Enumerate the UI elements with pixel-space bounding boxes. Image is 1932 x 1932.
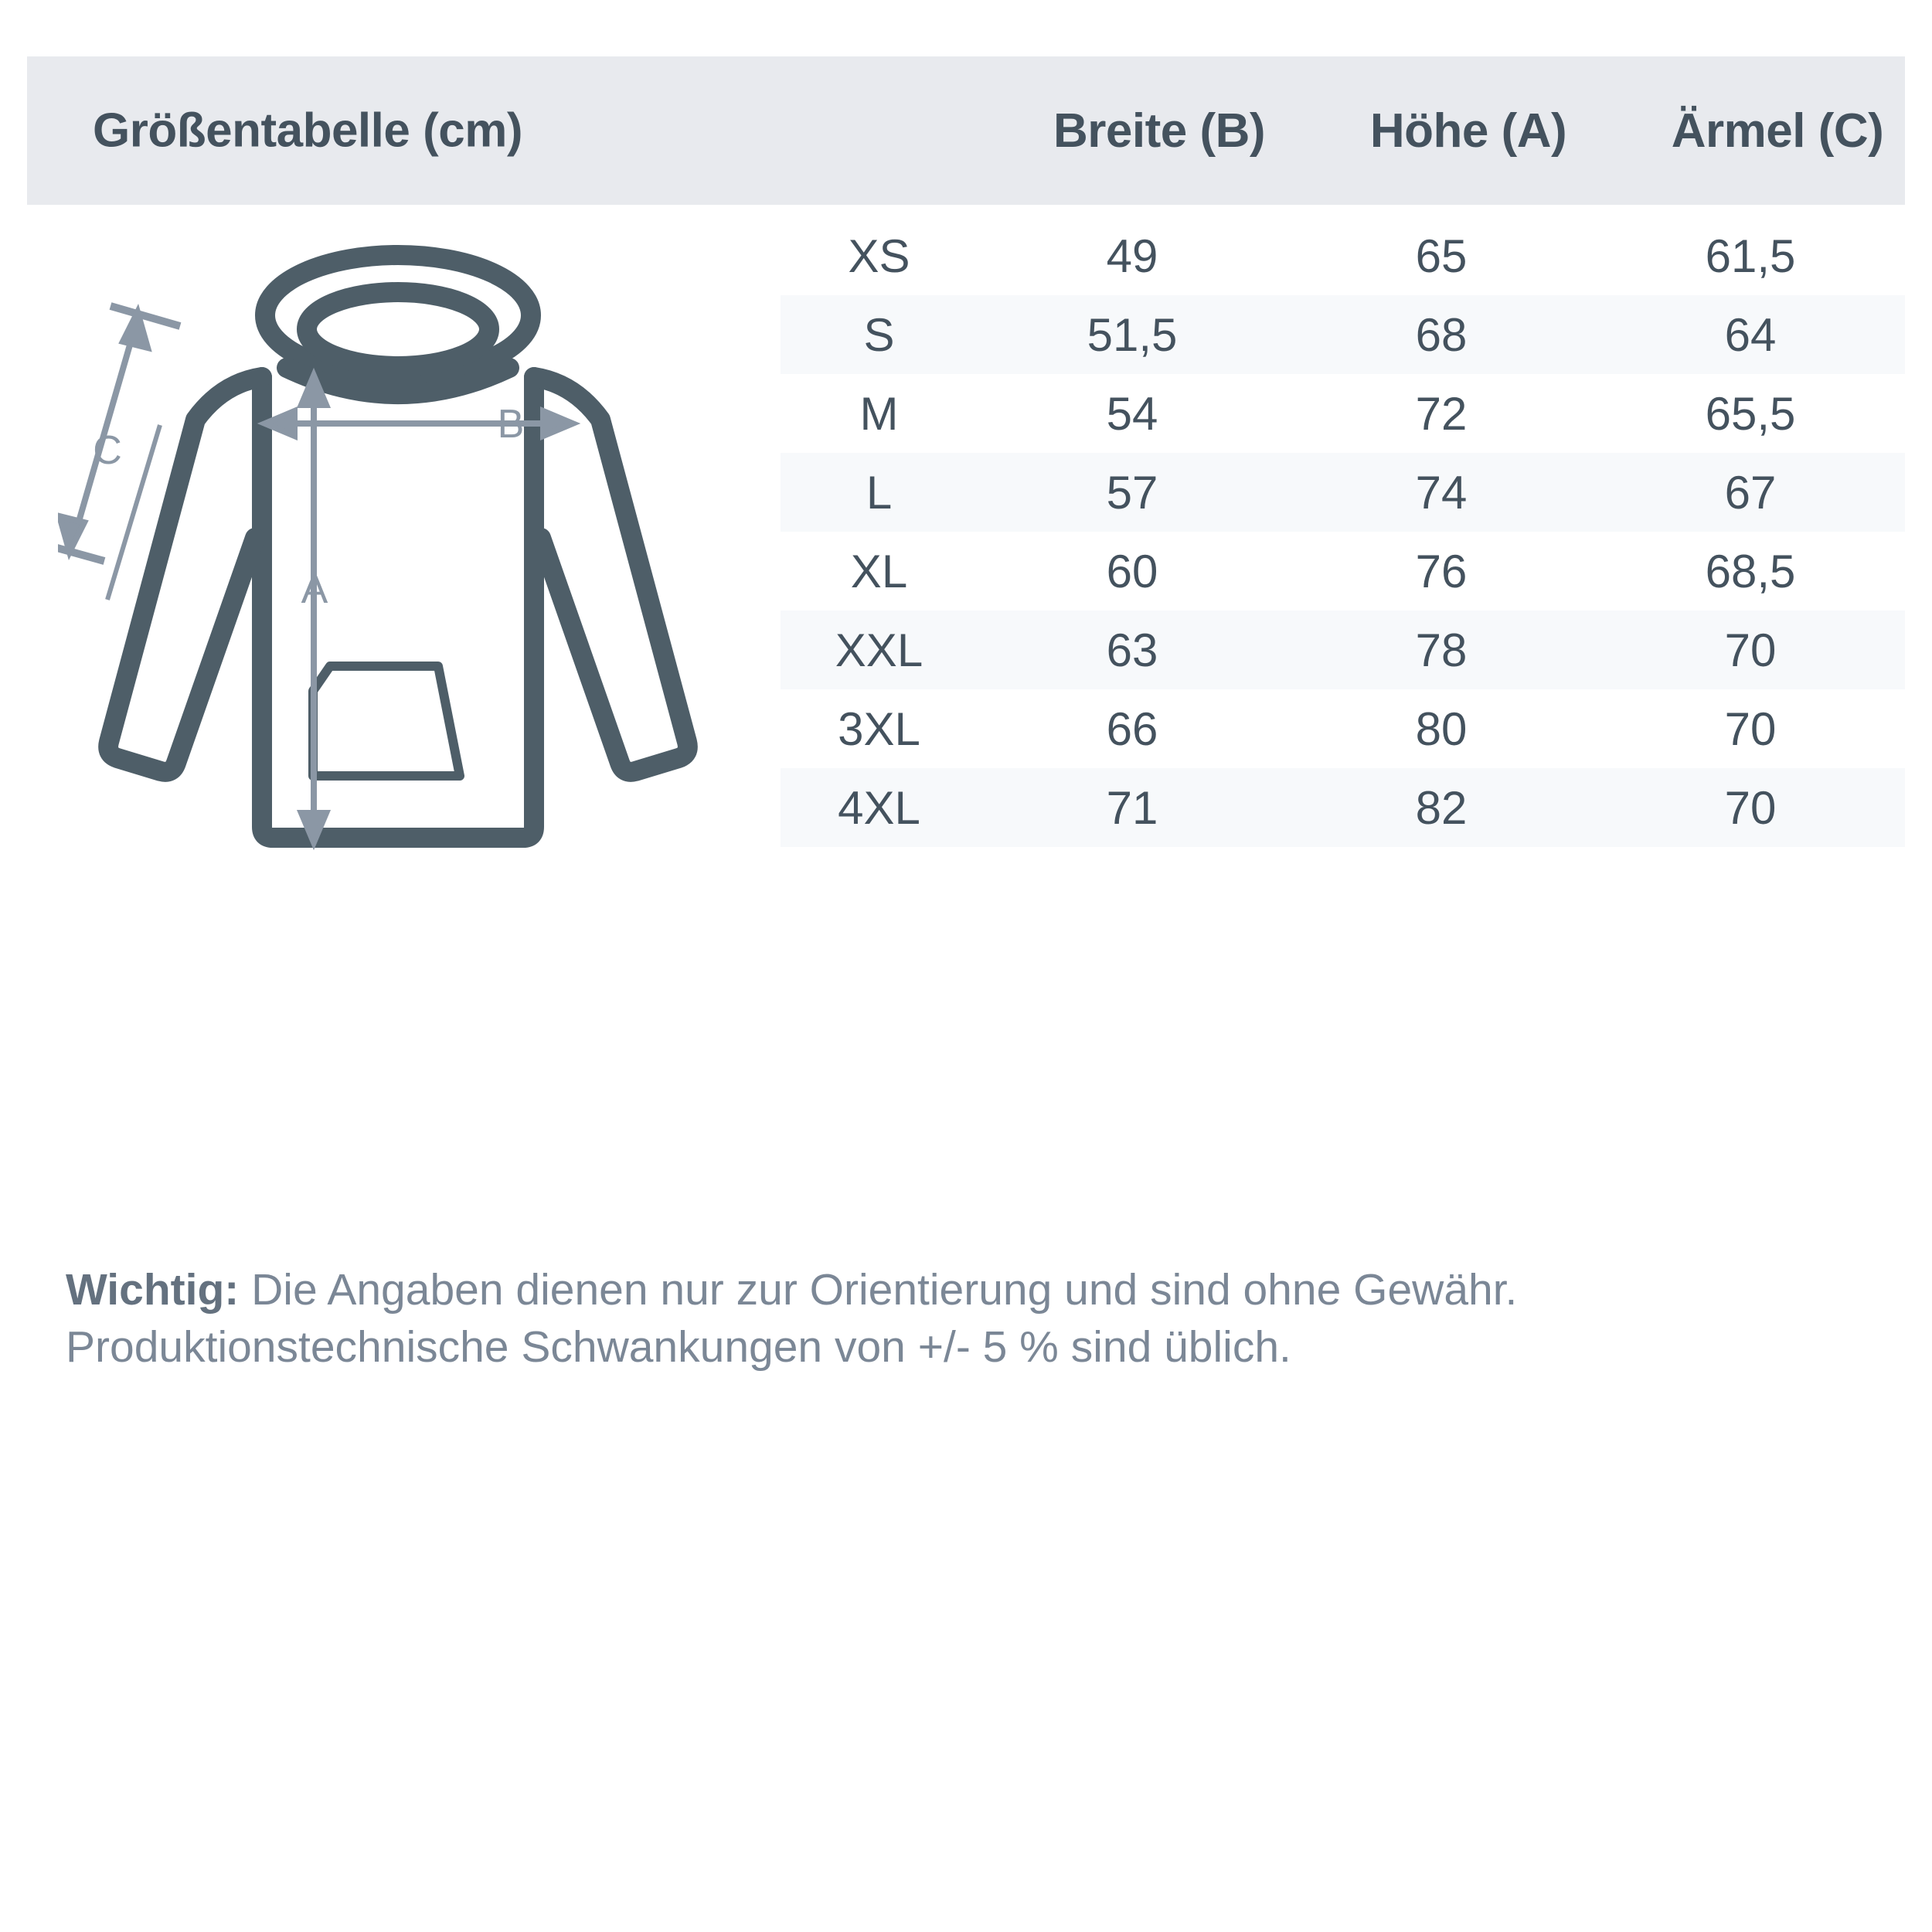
cell-aermel: 65,5 (1705, 387, 1796, 440)
cell-breite: 51,5 (1087, 308, 1178, 361)
disclaimer-text: Die Angaben dienen nur zur Orientierung … (66, 1265, 1518, 1372)
cell-aermel: 67 (1724, 466, 1777, 519)
column-header-aermel: Ärmel (C) (1671, 104, 1884, 158)
table-row: S 51,5 68 64 (781, 295, 1905, 374)
cell-size: S (863, 308, 895, 361)
cell-aermel: 61,5 (1705, 230, 1796, 282)
column-header-hoehe: Höhe (A) (1369, 104, 1567, 158)
cell-aermel: 70 (1724, 702, 1777, 755)
cell-hoehe: 72 (1415, 387, 1468, 440)
cell-aermel: 64 (1724, 308, 1777, 361)
table-row: M 54 72 65,5 (781, 374, 1905, 453)
hoodie-diagram-icon: B A C (58, 232, 800, 858)
cell-aermel: 68,5 (1705, 545, 1796, 597)
size-table: XS 49 65 61,5 S 51,5 68 64 M 54 72 65,5 … (781, 216, 1905, 847)
cell-hoehe: 74 (1415, 466, 1468, 519)
cell-hoehe: 68 (1415, 308, 1468, 361)
cell-size: M (859, 387, 899, 440)
cell-hoehe: 78 (1415, 624, 1468, 676)
column-header-breite: Breite (B) (1053, 104, 1266, 158)
table-row: 4XL 71 82 70 (781, 768, 1905, 847)
cell-aermel: 70 (1724, 624, 1777, 676)
cell-size: XL (850, 545, 908, 597)
dimension-label-a: A (301, 567, 328, 612)
disclaimer-note: Wichtig: Die Angaben dienen nur zur Orie… (66, 1261, 1866, 1376)
dimension-label-b: B (498, 402, 525, 447)
cell-breite: 49 (1106, 230, 1158, 282)
table-row: L 57 74 67 (781, 453, 1905, 532)
cell-hoehe: 65 (1415, 230, 1468, 282)
cell-aermel: 70 (1724, 781, 1777, 834)
cell-breite: 54 (1106, 387, 1158, 440)
cell-breite: 71 (1106, 781, 1158, 834)
table-row: XL 60 76 68,5 (781, 532, 1905, 611)
table-row: XS 49 65 61,5 (781, 216, 1905, 295)
cell-breite: 66 (1106, 702, 1158, 755)
cell-hoehe: 76 (1415, 545, 1468, 597)
table-row: XXL 63 78 70 (781, 611, 1905, 689)
disclaimer-label: Wichtig: (66, 1265, 240, 1315)
table-row: 3XL 66 80 70 (781, 689, 1905, 768)
cell-size: 4XL (838, 781, 920, 834)
table-header-band: Größentabelle (cm) Breite (B) Höhe (A) Ä… (27, 56, 1905, 205)
cell-size: XS (848, 230, 910, 282)
cell-hoehe: 80 (1415, 702, 1468, 755)
cell-size: 3XL (838, 702, 920, 755)
cell-hoehe: 82 (1415, 781, 1468, 834)
cell-breite: 60 (1106, 545, 1158, 597)
cell-size: L (866, 466, 893, 519)
cell-size: XXL (835, 624, 923, 676)
column-header-row: Breite (B) Höhe (A) Ärmel (C) (808, 56, 1932, 205)
dimension-label-c: C (93, 428, 122, 473)
cell-breite: 63 (1106, 624, 1158, 676)
cell-breite: 57 (1106, 466, 1158, 519)
page-title: Größentabelle (cm) (93, 104, 523, 158)
